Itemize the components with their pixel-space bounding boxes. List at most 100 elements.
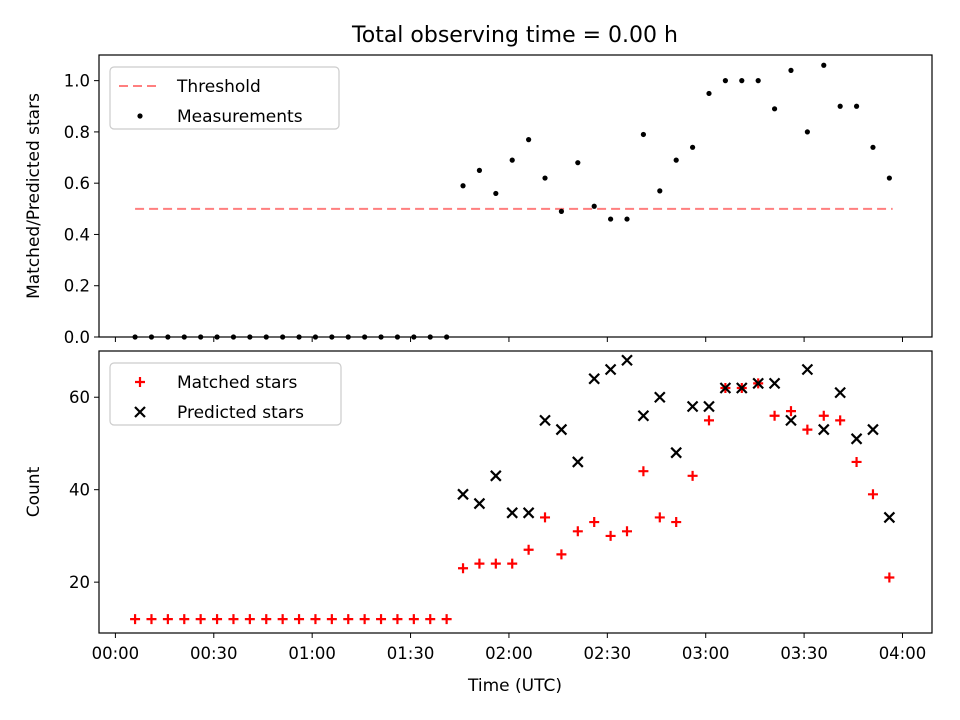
data-point [834,386,846,399]
data-point [506,507,518,519]
data-point [130,614,141,625]
legend-label: Matched stars [177,373,297,393]
data-point [835,415,846,426]
top-panel: 0.0 0.2 0.4 0.6 0.8 1.0 Matched/Predicted star… [24,54,933,347]
data-point [179,614,190,625]
data-point [689,144,696,150]
x-tick-label: 01:00 [288,644,336,663]
data-point [408,614,419,625]
data-point [719,382,732,394]
y-tick-label: 0.6 [64,174,90,193]
data-point [359,614,370,625]
data-point [540,512,551,523]
data-point [818,410,829,421]
legend-label: Measurements [177,107,303,127]
data-point [867,489,878,500]
data-point [244,614,255,625]
data-point [608,216,614,222]
legend-label: Threshold [176,77,261,97]
legend [109,362,342,426]
data-point [261,614,272,625]
data-point [687,470,698,481]
data-point [850,433,863,445]
data-point [137,113,143,119]
data-point [476,167,483,173]
y-axis-label: Count [24,466,44,517]
data-point [671,517,682,528]
y-tick-label: 60 [69,388,90,407]
data-point [703,400,715,413]
data-point [522,507,535,519]
data-point [135,377,145,387]
y-axis-label: Matched/Predicted stars [24,93,44,299]
data-point [376,614,387,625]
data-point [673,157,679,163]
data-point [785,414,797,427]
data-point [622,526,633,537]
x-tick-label: 02:30 [584,644,632,663]
chart-title: Total observing time = 0.00 h [351,23,678,48]
data-point [605,530,616,541]
data-point [326,614,337,625]
legend [109,66,340,130]
data-point [195,614,206,625]
data-point [558,208,565,214]
x-tick-label: 00:00 [92,644,140,663]
data-point [572,526,583,537]
data-point [591,203,597,209]
data-point [555,423,568,436]
x-tick-label: 03:30 [780,644,828,663]
data-point [851,456,862,467]
data-point [526,137,532,143]
data-point [703,415,714,426]
data-point [228,614,239,625]
data-point [801,363,814,376]
data-point [853,103,860,109]
data-point [769,410,780,421]
data-point [883,511,896,524]
data-point [654,512,665,523]
data-point [460,183,466,189]
plot-frame [98,350,933,634]
y-tick-label: 0.2 [64,277,90,296]
data-point [706,90,712,97]
data-point [474,558,485,569]
data-point [310,614,321,625]
data-point [212,614,223,625]
plot-frame [98,54,933,338]
data-point [294,614,305,625]
data-point [867,423,879,436]
x-tick-label: 00:30 [190,644,238,663]
data-point [686,400,699,413]
data-point [162,614,173,625]
x-tick-label: 03:00 [682,644,730,663]
data-point [589,517,600,528]
bottom-panel: 20 40 60 00:00 00:30 01:00 01:30 02:00 02:30 03:0… [24,350,933,663]
data-point [739,78,745,84]
y-tick-label: 0.4 [64,225,90,244]
data-point [457,488,469,501]
y-tick-label: 0.0 [64,328,90,347]
data-point [277,614,288,625]
data-point [509,157,515,163]
x-tick-label: 04:00 [879,644,927,663]
data-point [771,106,778,112]
data-point [146,614,157,625]
data-point [490,558,501,569]
data-point [670,446,682,459]
data-point [638,466,649,477]
data-point [473,497,486,510]
data-point [493,190,499,197]
data-point [134,406,146,418]
legend-label: Predicted stars [177,403,304,423]
x-axis-label: Time (UTC) [467,676,562,696]
data-point [884,572,895,583]
data-point [556,549,567,560]
data-point [575,160,581,166]
x-tick-label: 01:30 [387,644,435,663]
data-point [755,78,761,84]
data-point [507,558,518,569]
data-point [802,424,813,435]
data-point [523,544,534,555]
